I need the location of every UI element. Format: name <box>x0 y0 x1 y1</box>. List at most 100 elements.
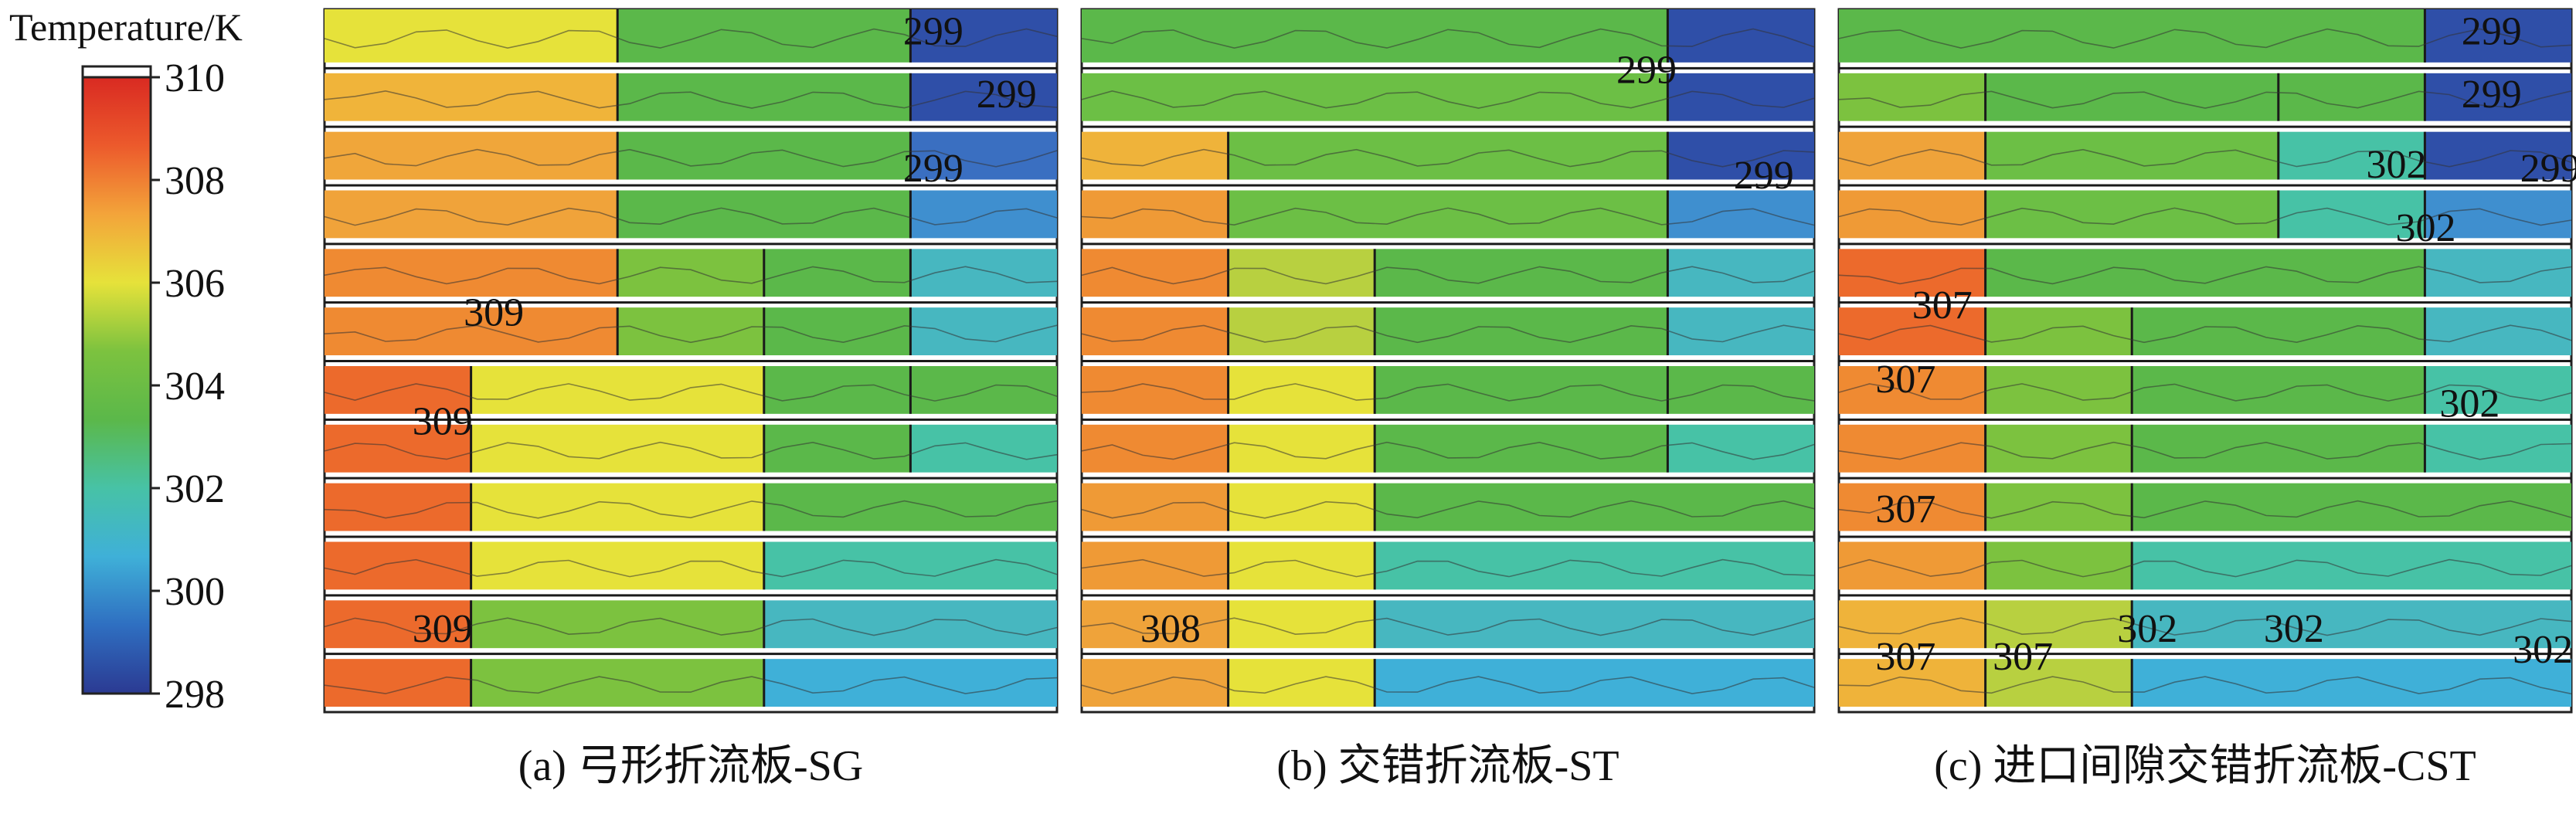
temperature-cell <box>1228 366 1375 414</box>
contour-value-label: 302 <box>2264 607 2324 651</box>
contour-line <box>1081 500 1815 519</box>
contour-line <box>1081 441 1815 460</box>
contour-value-label: 299 <box>977 73 1037 117</box>
temperature-cell <box>1375 483 1814 531</box>
colorbar-tick-label: 302 <box>165 467 225 511</box>
contour-line <box>1838 266 2572 285</box>
contour-value-label: 302 <box>2513 628 2573 672</box>
contour-line <box>324 266 1058 285</box>
contour-value-label: 299 <box>903 147 963 191</box>
temperature-cell <box>1375 366 1668 414</box>
temperature-cell <box>471 483 764 531</box>
contour-line <box>324 441 1058 460</box>
temperature-cell <box>1082 483 1229 531</box>
contour-value-label: 299 <box>2462 9 2522 53</box>
temperature-cell <box>325 73 618 121</box>
contour-line <box>1838 90 2572 109</box>
temperature-cell <box>1082 366 1229 414</box>
temperature-cell <box>1839 9 2425 63</box>
temperature-cell <box>2132 541 2571 590</box>
colorbar-gradient <box>81 76 152 695</box>
temperature-cell <box>1082 541 1229 590</box>
contour-line <box>1081 90 1815 109</box>
contour-line <box>324 500 1058 519</box>
contour-value-label: 302 <box>2439 382 2500 426</box>
temperature-cell <box>1839 659 1986 707</box>
temperature-cell <box>1667 190 1814 239</box>
temperature-cell <box>910 307 1057 355</box>
temperature-cell <box>1228 600 1375 649</box>
temperature-cell <box>1375 249 1668 297</box>
panel-caption: (c) 进口间隙交错折流板-CST <box>1934 742 2476 790</box>
temperature-cell <box>1228 190 1668 239</box>
temperature-cell <box>1985 190 2279 239</box>
temperature-cell <box>1228 307 1375 355</box>
temperature-cell <box>1667 9 1814 63</box>
temperature-cell <box>471 424 764 473</box>
temperature-cell <box>1985 131 2279 180</box>
temperature-cell <box>763 541 1057 590</box>
temperature-cell <box>1839 424 1986 473</box>
contour-line <box>1838 500 2572 519</box>
contour-value-label: 302 <box>2395 206 2455 250</box>
contour-line <box>324 324 1058 344</box>
temperature-cell <box>910 366 1057 414</box>
temperature-cell <box>1082 424 1229 473</box>
contour-value-label: 309 <box>413 607 473 651</box>
temperature-cell <box>1082 249 1229 297</box>
temperature-cell <box>1985 366 2133 414</box>
temperature-cell <box>1985 483 2133 531</box>
panel-caption: (a) 弓形折流板-SG <box>518 742 863 790</box>
contour-line <box>1081 266 1815 285</box>
contour-line <box>324 383 1058 402</box>
colorbar: Temperature/K 310 308 306 304 302 300 298 <box>9 5 243 717</box>
contour-line <box>1081 207 1815 226</box>
contour-value-label: 309 <box>464 290 524 334</box>
contour-line <box>1838 148 2572 168</box>
temperature-cell <box>2132 659 2571 707</box>
temperature-cell <box>617 190 911 239</box>
contour-line <box>1081 558 1815 578</box>
temperature-cell <box>1375 541 1814 590</box>
contour-line <box>1838 383 2572 402</box>
contour-line <box>1838 558 2572 578</box>
colorbar-tick-label: 306 <box>165 262 225 306</box>
temperature-cell <box>2132 307 2425 355</box>
temperature-cell <box>910 9 1057 63</box>
temperature-cell <box>1839 541 1986 590</box>
contour-value-label: 299 <box>1734 154 1794 198</box>
temperature-cell <box>1375 424 1668 473</box>
temperature-cell <box>1082 307 1229 355</box>
temperature-cell <box>1228 541 1375 590</box>
temperature-cell <box>471 366 764 414</box>
temperature-cell <box>2278 131 2425 180</box>
temperature-cell <box>1839 366 1986 414</box>
temperature-cell <box>2132 366 2425 414</box>
contour-value-label: 307 <box>1912 283 1973 327</box>
temperature-cell <box>325 131 618 180</box>
colorbar-ticks: 310 308 306 304 302 300 298 <box>151 56 225 717</box>
contour-line <box>1081 28 1815 49</box>
temperature-cell <box>617 249 764 297</box>
contour-value-label: 307 <box>1993 635 2053 679</box>
contour-line <box>324 207 1058 226</box>
colorbar-title: Temperature/K <box>9 5 243 49</box>
contour-line <box>1838 324 2572 344</box>
contour-value-label: 308 <box>1140 607 1201 651</box>
temperature-cell <box>910 190 1057 239</box>
temperature-cell <box>1228 249 1375 297</box>
temperature-cell <box>1839 307 1986 355</box>
temperature-cell <box>763 307 911 355</box>
temperature-cell <box>1839 190 1986 239</box>
contour-line <box>1838 676 2572 695</box>
temperature-cell <box>1667 73 1814 121</box>
colorbar-tick-label: 300 <box>165 570 225 614</box>
temperature-cell <box>1375 600 1814 649</box>
contour-value-label: 302 <box>2117 607 2177 651</box>
temperature-cell <box>1839 73 1986 121</box>
temperature-cell <box>325 541 471 590</box>
temperature-cell <box>1228 424 1375 473</box>
temperature-cell <box>1985 249 2425 297</box>
temperature-cell <box>617 9 911 63</box>
